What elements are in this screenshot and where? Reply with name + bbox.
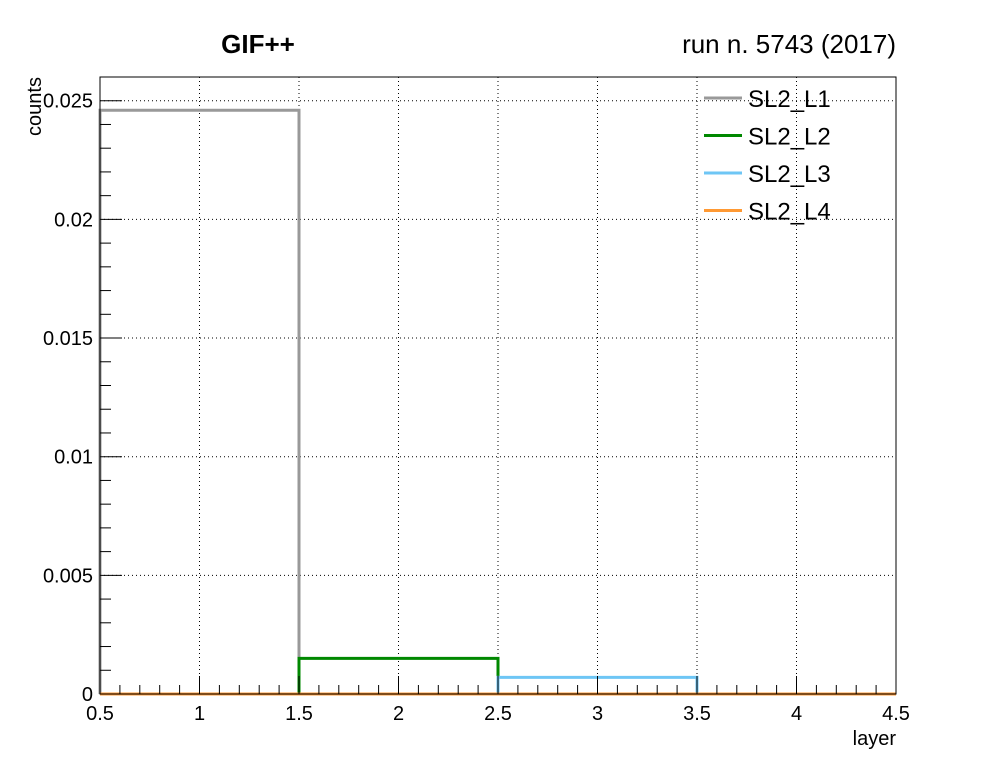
y-tick-label: 0 xyxy=(82,684,93,706)
y-axis-label: counts xyxy=(24,77,46,136)
y-tick-label: 0.005 xyxy=(43,565,93,587)
run-label: run n. 5743 (2017) xyxy=(682,29,896,59)
x-tick-label: 3.5 xyxy=(683,703,711,725)
legend-label: SL2_L1 xyxy=(748,86,831,113)
x-tick-label: 4 xyxy=(791,703,802,725)
x-axis-label: layer xyxy=(853,728,897,750)
legend: SL2_L1 SL2_L2 SL2_L3 SL2_L4 xyxy=(704,86,831,226)
y-tick-label: 0.01 xyxy=(54,447,93,469)
chart-title: GIF++ xyxy=(221,29,295,59)
y-tick-label: 0.015 xyxy=(43,328,93,350)
axes: 0.5 1 1.5 2 2.5 3 3.5 4 4.5 0 0.005 0.01 0.015 0.02 0.… xyxy=(43,76,910,725)
x-tick-label: 0.5 xyxy=(86,703,114,725)
x-tick-label: 2 xyxy=(393,703,404,725)
legend-label: SL2_L2 xyxy=(748,124,831,151)
x-tick-label: 2.5 xyxy=(484,703,512,725)
x-tick-label: 4.5 xyxy=(882,703,910,725)
y-tick-label: 0.02 xyxy=(54,209,93,231)
legend-label: SL2_L4 xyxy=(748,199,831,226)
y-tick-label: 0.025 xyxy=(43,91,93,113)
x-tick-label: 1 xyxy=(194,703,205,725)
x-tick-label: 3 xyxy=(592,703,603,725)
legend-label: SL2_L3 xyxy=(748,161,831,188)
x-tick-label: 1.5 xyxy=(285,703,313,725)
